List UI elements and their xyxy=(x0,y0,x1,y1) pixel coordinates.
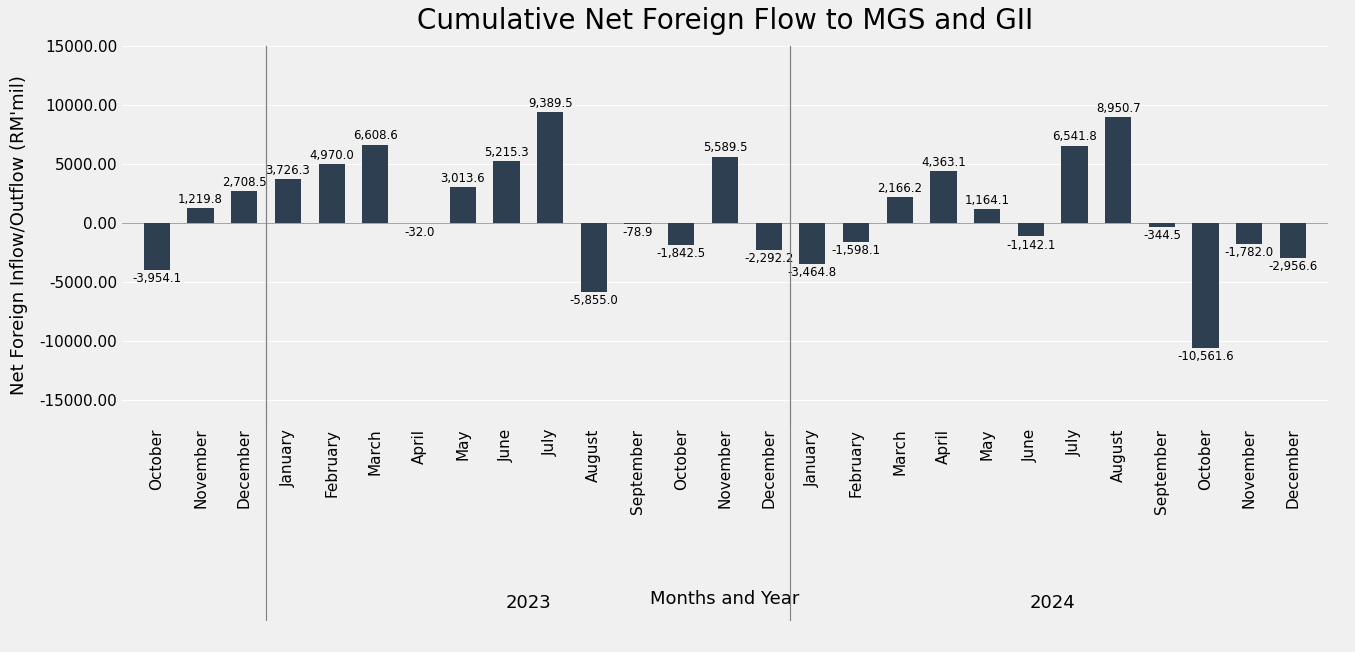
Text: 6,608.6: 6,608.6 xyxy=(354,130,398,142)
Text: 3,726.3: 3,726.3 xyxy=(266,164,310,177)
Y-axis label: Net Foreign Inflow/Outflow (RM'mil): Net Foreign Inflow/Outflow (RM'mil) xyxy=(11,75,28,394)
Text: 8,950.7: 8,950.7 xyxy=(1096,102,1141,115)
Bar xyxy=(1192,223,1218,348)
Text: -5,855.0: -5,855.0 xyxy=(569,295,618,308)
Text: -32.0: -32.0 xyxy=(404,226,434,239)
Text: 9,389.5: 9,389.5 xyxy=(528,96,572,110)
Text: 4,970.0: 4,970.0 xyxy=(309,149,354,162)
Bar xyxy=(886,198,913,223)
X-axis label: Months and Year: Months and Year xyxy=(650,590,799,608)
Text: -3,954.1: -3,954.1 xyxy=(133,272,182,285)
Bar xyxy=(1061,145,1088,223)
Bar xyxy=(493,161,519,223)
Text: 2,166.2: 2,166.2 xyxy=(877,182,923,195)
Bar xyxy=(450,187,476,223)
Bar xyxy=(1106,117,1131,223)
Text: 2024: 2024 xyxy=(1030,594,1076,612)
Text: 5,589.5: 5,589.5 xyxy=(703,141,747,155)
Bar xyxy=(275,179,301,223)
Text: -1,782.0: -1,782.0 xyxy=(1225,246,1274,259)
Bar xyxy=(625,223,650,224)
Bar xyxy=(1149,223,1175,227)
Text: -1,842.5: -1,842.5 xyxy=(657,247,706,260)
Text: 1,219.8: 1,219.8 xyxy=(178,193,224,206)
Bar xyxy=(1018,223,1043,237)
Bar xyxy=(362,145,389,223)
Text: -1,598.1: -1,598.1 xyxy=(832,244,881,257)
Text: -2,956.6: -2,956.6 xyxy=(1268,260,1317,273)
Text: -78.9: -78.9 xyxy=(622,226,653,239)
Bar xyxy=(537,112,564,223)
Bar xyxy=(756,223,782,250)
Text: 2,708.5: 2,708.5 xyxy=(222,175,267,188)
Bar xyxy=(668,223,694,244)
Bar xyxy=(318,164,344,223)
Text: 1,164.1: 1,164.1 xyxy=(965,194,1009,207)
Text: -2,292.2: -2,292.2 xyxy=(744,252,793,265)
Text: -3,464.8: -3,464.8 xyxy=(787,266,837,279)
Text: -10,561.6: -10,561.6 xyxy=(1177,350,1234,363)
Text: 5,215.3: 5,215.3 xyxy=(484,146,528,159)
Text: -344.5: -344.5 xyxy=(1142,230,1180,243)
Bar xyxy=(843,223,869,242)
Bar xyxy=(711,157,738,223)
Title: Cumulative Net Foreign Flow to MGS and GII: Cumulative Net Foreign Flow to MGS and G… xyxy=(417,7,1033,35)
Bar xyxy=(581,223,607,292)
Bar xyxy=(232,191,257,223)
Text: 6,541.8: 6,541.8 xyxy=(1051,130,1096,143)
Bar xyxy=(1280,223,1306,258)
Bar xyxy=(144,223,169,270)
Bar xyxy=(931,171,957,223)
Text: -1,142.1: -1,142.1 xyxy=(1007,239,1056,252)
Text: 3,013.6: 3,013.6 xyxy=(440,172,485,185)
Bar xyxy=(187,209,214,223)
Bar xyxy=(799,223,825,264)
Bar xyxy=(974,209,1000,223)
Bar xyxy=(1236,223,1263,244)
Text: 4,363.1: 4,363.1 xyxy=(921,156,966,169)
Text: 2023: 2023 xyxy=(505,594,551,612)
